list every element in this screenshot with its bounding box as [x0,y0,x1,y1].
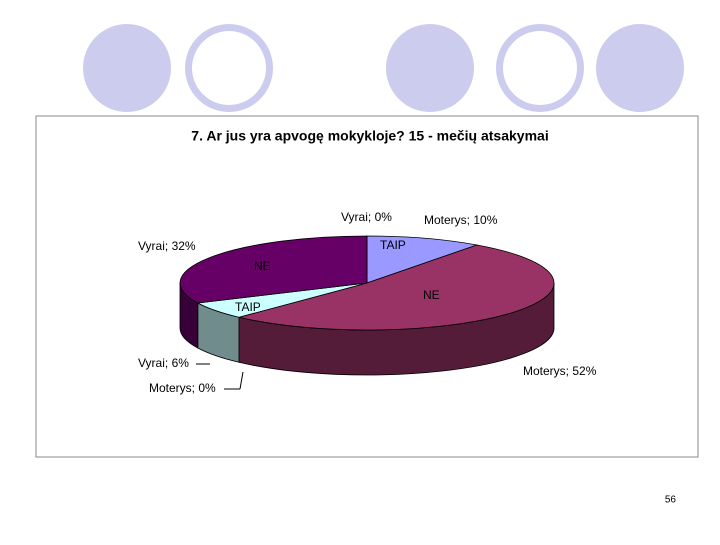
decoration [83,24,684,112]
slice-label: NE [254,259,271,273]
data-label: Vyrai; 6% [138,356,189,370]
data-label: Vyrai; 0% [341,210,392,224]
slice [238,244,555,331]
slice-label: TAIP [235,300,261,314]
slice [366,235,479,284]
leader-line [239,371,244,390]
chart-title: 7. Ar jus yra apvogę mokykloje? 15 - meč… [191,128,548,144]
data-label: Moterys; 52% [523,364,597,378]
slice-label: NE [423,288,440,302]
slice-label: TAIP [380,238,406,252]
data-label: Vyrai; 32% [138,239,196,253]
data-label: Moterys; 0% [149,381,216,395]
page-number: 56 [665,495,677,506]
data-label: Moterys; 10% [424,213,498,227]
slice [179,235,368,304]
